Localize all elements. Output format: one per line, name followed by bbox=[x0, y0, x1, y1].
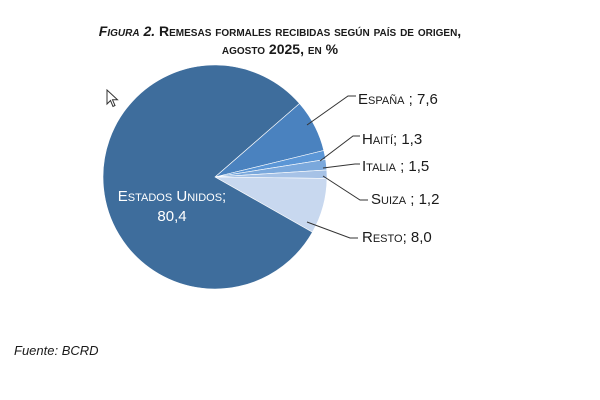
title-line1: Remesas formales recibidas según país de… bbox=[159, 23, 462, 39]
leader-line-5 bbox=[306, 221, 358, 239]
slice-label-3: Italia ; 1,5 bbox=[362, 158, 429, 175]
slice-label-2: Haití; 1,3 bbox=[362, 131, 422, 148]
slice-label-1: España ; 7,6 bbox=[358, 91, 438, 108]
leader-line-3 bbox=[322, 163, 360, 169]
slice-value-0: 80,4 bbox=[157, 208, 186, 225]
leader-line-4 bbox=[322, 175, 368, 201]
mouse-pointer-icon bbox=[106, 89, 119, 108]
chart-title: Figura 2. Remesas formales recibidas seg… bbox=[20, 22, 540, 58]
leader-line-1 bbox=[306, 95, 356, 126]
slice-label-0: Estados Unidos; bbox=[118, 188, 226, 205]
leader-line-2 bbox=[319, 135, 360, 162]
source-note: Fuente: BCRD bbox=[14, 343, 99, 358]
pie-slice-0 bbox=[102, 64, 313, 290]
figure-number: Figura 2. bbox=[98, 23, 156, 39]
title-line2: agosto 2025, en % bbox=[221, 41, 339, 57]
slice-label-4: Suiza ; 1,2 bbox=[371, 191, 439, 208]
slice-label-5: Resto; 8,0 bbox=[362, 229, 432, 246]
